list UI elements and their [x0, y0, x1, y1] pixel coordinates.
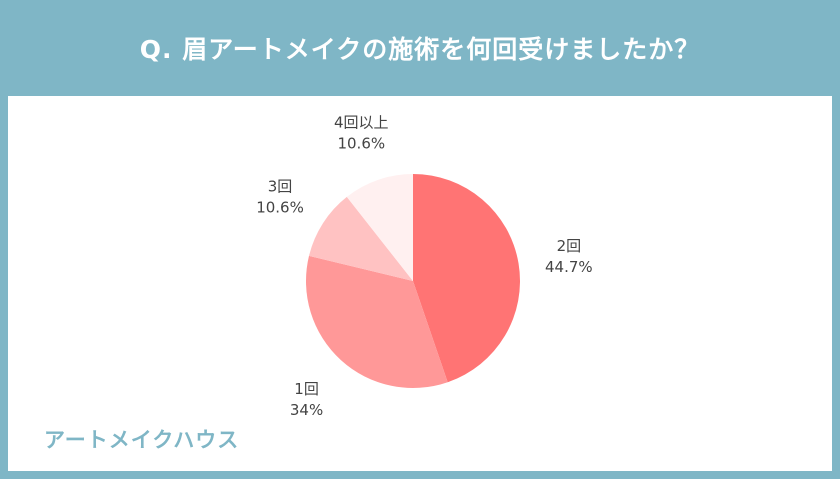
slice-value-label: 10.6% — [256, 199, 304, 217]
pie-slice — [413, 174, 520, 383]
slice-value-label: 34% — [290, 401, 323, 419]
slice-category-label: 1回 — [294, 380, 319, 398]
slice-category-label: 3回 — [268, 178, 293, 196]
pie-slice — [309, 196, 413, 281]
slice-value-label: 10.6% — [337, 135, 385, 153]
brand-logo-text: アートメイクハウス — [44, 428, 240, 452]
slice-category-label: 2回 — [557, 237, 582, 255]
header-bar: Q. 眉アートメイクの施術を何回受けましたか？ — [0, 0, 840, 96]
pie-chart: 2回 44.7% 1回 34% 3回 10.6% 4回以上 10.6% — [256, 114, 593, 419]
pie-slice — [346, 174, 413, 281]
slice-value-label: 44.7% — [545, 258, 593, 276]
slice-category-label: 4回以上 — [334, 114, 389, 132]
page-title: Q. 眉アートメイクの施術を何回受けましたか？ — [139, 35, 701, 64]
pie-slice — [306, 255, 448, 388]
chart-panel: 2回 44.7% 1回 34% 3回 10.6% 4回以上 10.6% アートメイクハウス — [8, 96, 832, 471]
